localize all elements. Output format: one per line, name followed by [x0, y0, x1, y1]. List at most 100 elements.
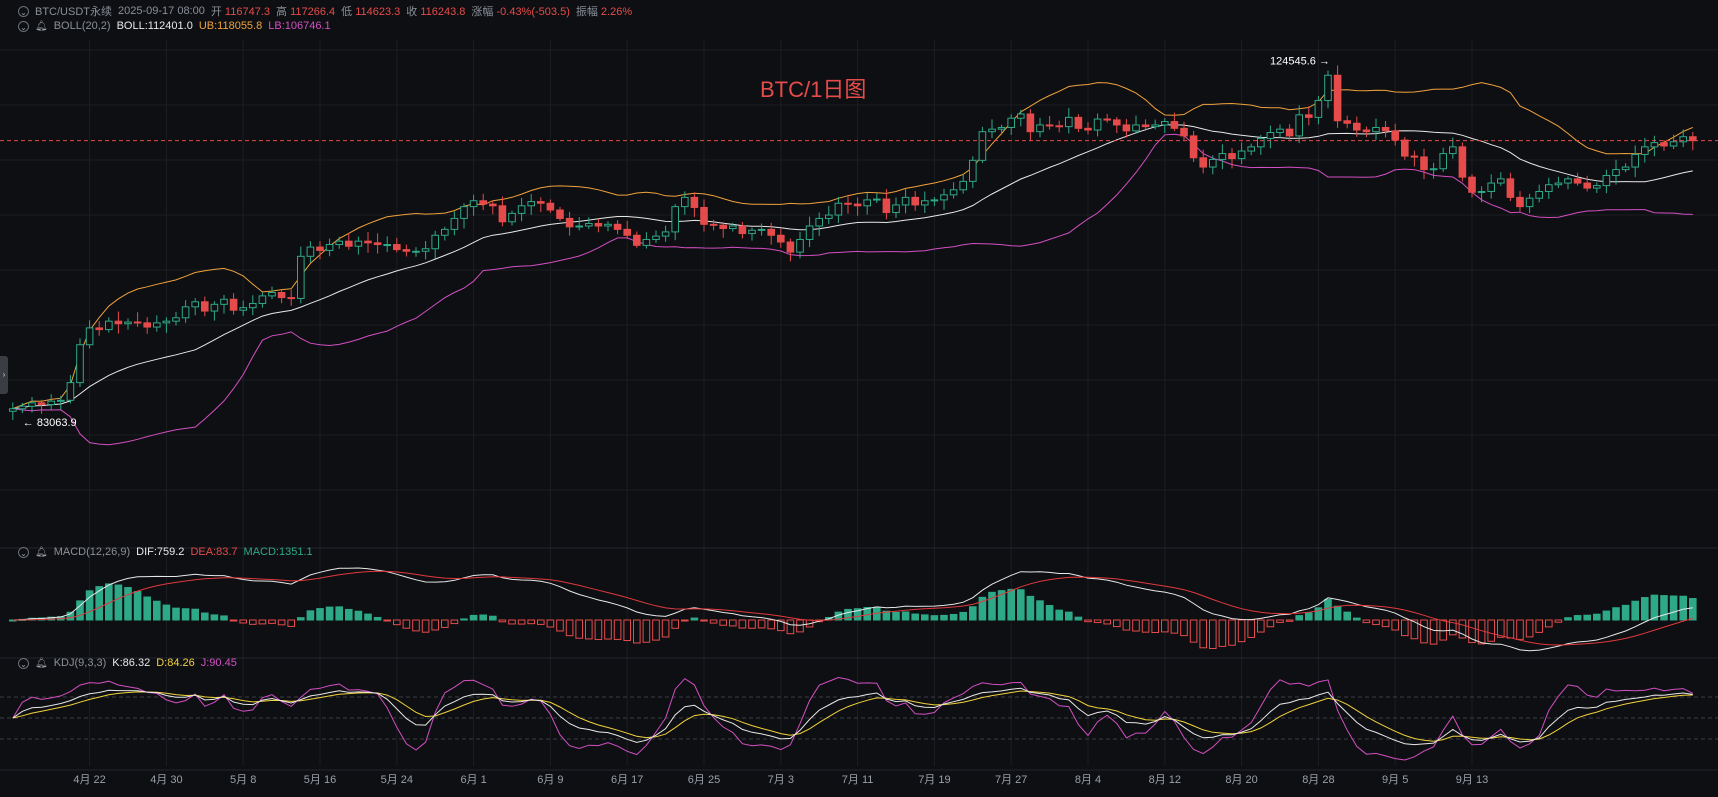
macd-bar	[709, 619, 718, 624]
candle	[825, 214, 833, 219]
candle	[383, 244, 391, 247]
macd-bar	[1189, 619, 1198, 643]
macd-bar	[1545, 619, 1553, 628]
macd-bar	[1429, 619, 1438, 645]
macd-bar	[383, 619, 391, 622]
candle	[949, 189, 958, 196]
macd-bar	[469, 614, 478, 621]
candle	[1113, 119, 1121, 126]
macd-bar	[85, 590, 94, 621]
macd-bar	[930, 615, 939, 621]
macd-bar	[1324, 598, 1332, 621]
macd-bar	[1477, 619, 1486, 645]
candle	[1170, 121, 1179, 129]
macd-bar	[1333, 605, 1342, 621]
amplitude-value: 2.26%	[600, 6, 633, 18]
candle	[1180, 127, 1188, 137]
macd-bar	[594, 619, 603, 641]
candle	[450, 217, 459, 230]
candle	[1401, 139, 1409, 157]
macd-name: MACD(12,26,9)	[53, 546, 131, 558]
candle	[1525, 197, 1534, 208]
macd-bar	[479, 614, 487, 621]
macd-bar	[949, 613, 958, 621]
macd-legend: ⌄ 🔔︎ MACD(12,26,9) DIF:759.2 DEA:83.7 MA…	[18, 546, 313, 558]
macd-bar	[1362, 619, 1371, 624]
price-header: ⌄ BTC/USDT永续 2025-09-17 08:00 开 116747.3…	[18, 3, 632, 19]
candle	[85, 327, 94, 346]
candle	[575, 225, 584, 228]
macd-dif-value: DIF:759.2	[136, 546, 185, 558]
macd-bar	[1372, 619, 1380, 626]
candle	[1353, 122, 1361, 131]
low-value: 114623.3	[355, 6, 401, 18]
candle	[767, 228, 776, 236]
candle	[1228, 153, 1236, 160]
candle	[325, 244, 334, 251]
candle	[921, 200, 929, 206]
chevron-down-icon[interactable]: ⌄	[18, 657, 29, 669]
candle	[623, 228, 632, 236]
chevron-right-icon[interactable]: ›	[0, 356, 8, 394]
candle	[1516, 196, 1524, 208]
candle	[1017, 113, 1025, 119]
x-axis-tick-label: 9月 5	[1382, 774, 1408, 786]
macd-bar	[1074, 616, 1083, 621]
macd-bar	[575, 619, 584, 639]
macd-bar	[1660, 595, 1668, 621]
macd-bar	[969, 606, 977, 621]
macd-bar	[1314, 607, 1323, 621]
close-label: 收	[406, 6, 418, 18]
macd-bar	[162, 604, 171, 621]
candle	[201, 301, 209, 312]
candle	[652, 235, 660, 240]
candle	[690, 196, 699, 208]
chevron-down-icon[interactable]: ⌄	[18, 546, 29, 558]
bell-icon[interactable]: 🔔︎	[35, 546, 48, 558]
macd-bar	[556, 619, 564, 632]
macd-bar	[1612, 607, 1620, 621]
macd-bar	[844, 608, 852, 621]
low-label: 低	[341, 6, 353, 18]
x-axis-tick-label: 7月 11	[842, 774, 874, 786]
candle	[604, 223, 612, 227]
candle	[1026, 113, 1035, 133]
macd-bar	[1103, 619, 1112, 625]
candle	[1535, 190, 1544, 199]
macd-bar	[1420, 619, 1428, 644]
bell-icon[interactable]: 🔔︎	[35, 20, 48, 32]
macd-bar	[959, 611, 968, 621]
candle	[1237, 150, 1246, 160]
candle	[498, 205, 507, 223]
chevron-down-icon[interactable]: ⌄	[18, 20, 29, 32]
macd-bar	[1468, 619, 1476, 644]
x-axis-tick-label: 6月 9	[537, 774, 563, 786]
candle	[1209, 158, 1217, 168]
candle	[585, 222, 593, 227]
high-value: 117266.4	[290, 6, 336, 18]
macd-bar	[1506, 619, 1515, 639]
macd-bar	[325, 606, 334, 621]
macd-bar	[306, 610, 315, 621]
candle	[738, 225, 747, 235]
candle	[1593, 185, 1601, 189]
chevron-down-icon[interactable]: ⌄	[18, 5, 29, 17]
candle	[1324, 74, 1332, 102]
macd-bar	[1161, 619, 1169, 633]
macd-bar	[1631, 600, 1640, 621]
macd-bar	[1679, 595, 1688, 621]
candle	[1679, 136, 1688, 143]
candle	[1650, 142, 1659, 148]
macd-bar	[1045, 605, 1054, 621]
macd-bar	[1669, 595, 1678, 621]
macd-bar	[1036, 600, 1044, 621]
bell-icon[interactable]: 🔔︎	[35, 657, 48, 669]
candle	[1218, 153, 1227, 160]
macd-bar	[911, 613, 920, 621]
candle	[777, 234, 785, 243]
candle	[210, 303, 219, 312]
macd-bar	[1554, 619, 1563, 623]
boll-lower-line	[12, 133, 1693, 446]
macd-bar	[719, 619, 728, 626]
